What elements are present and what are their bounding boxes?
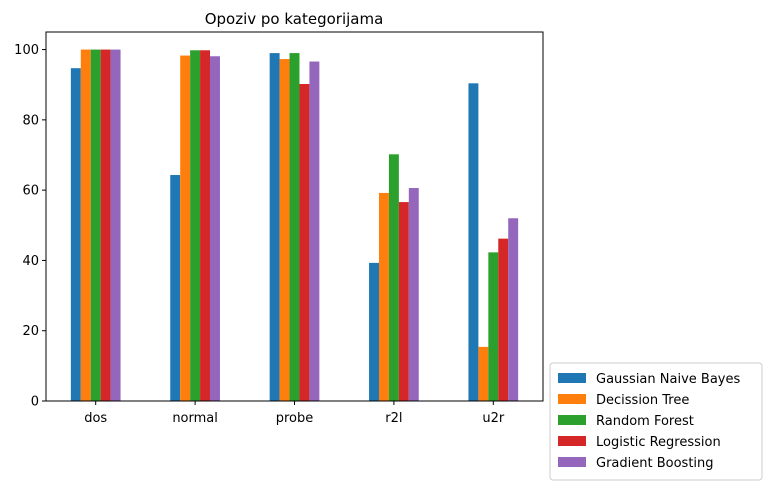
legend-label-1: Decission Tree — [596, 393, 689, 408]
bar-probe-3 — [299, 84, 310, 401]
legend-swatch-0 — [558, 373, 586, 383]
y-axis: 0 20 40 60 80 100 — [14, 43, 46, 410]
legend-swatch-3 — [558, 436, 586, 446]
legend-label-3: Logistic Regression — [596, 435, 721, 450]
legend-label-4: Gradient Boosting — [596, 456, 714, 471]
bar-u2r-3 — [498, 238, 509, 401]
bar-r2l-1 — [378, 192, 389, 401]
y-tick-label: 60 — [22, 184, 39, 199]
legend-label-0: Gaussian Naive Bayes — [596, 372, 740, 387]
bar-r2l-4 — [408, 188, 419, 401]
bar-probe-4 — [309, 61, 320, 402]
legend-swatch-4 — [558, 457, 586, 467]
bars-group — [70, 49, 519, 402]
bar-probe-2 — [289, 53, 300, 402]
legend-box — [549, 362, 763, 481]
bar-probe-1 — [279, 59, 290, 402]
y-tick-label: 40 — [22, 254, 39, 269]
bar-u2r-4 — [508, 218, 519, 401]
bar-normal-0 — [170, 175, 181, 401]
x-tick-label: r2l — [385, 411, 402, 426]
bar-normal-3 — [200, 50, 211, 402]
legend: Gaussian Naive Bayes Decission Tree Random… — [549, 362, 763, 481]
bar-u2r-0 — [468, 83, 479, 401]
bar-r2l-0 — [369, 262, 379, 401]
bar-dos-1 — [80, 49, 91, 401]
legend-swatch-2 — [558, 415, 586, 425]
plot-frame — [45, 31, 544, 402]
bar-dos-2 — [90, 49, 101, 401]
bar-probe-0 — [269, 53, 280, 402]
legend-swatch-1 — [558, 394, 586, 404]
y-tick-label: 80 — [22, 113, 39, 128]
x-tick-label: u2r — [482, 411, 505, 426]
bar-normal-2 — [190, 50, 201, 402]
bar-normal-1 — [180, 55, 191, 402]
y-tick-label: 0 — [31, 395, 39, 410]
bar-dos-0 — [70, 68, 81, 401]
bar-u2r-1 — [478, 346, 489, 401]
bar-r2l-2 — [388, 154, 399, 401]
y-tick-label: 20 — [22, 324, 39, 339]
y-tick-label: 100 — [14, 43, 39, 58]
x-tick-label: dos — [84, 411, 107, 426]
x-axis: dos normal probe r2l u2r — [84, 401, 505, 426]
legend-label-2: Random Forest — [596, 414, 694, 429]
bar-u2r-2 — [488, 252, 499, 401]
bar-r2l-3 — [398, 202, 409, 401]
chart-title: Opoziv po kategorijama — [205, 10, 384, 28]
x-tick-label: probe — [276, 411, 314, 426]
bar-normal-4 — [210, 56, 220, 401]
bar-dos-4 — [110, 49, 121, 401]
x-tick-label: normal — [172, 411, 218, 426]
bar-dos-3 — [100, 49, 111, 401]
